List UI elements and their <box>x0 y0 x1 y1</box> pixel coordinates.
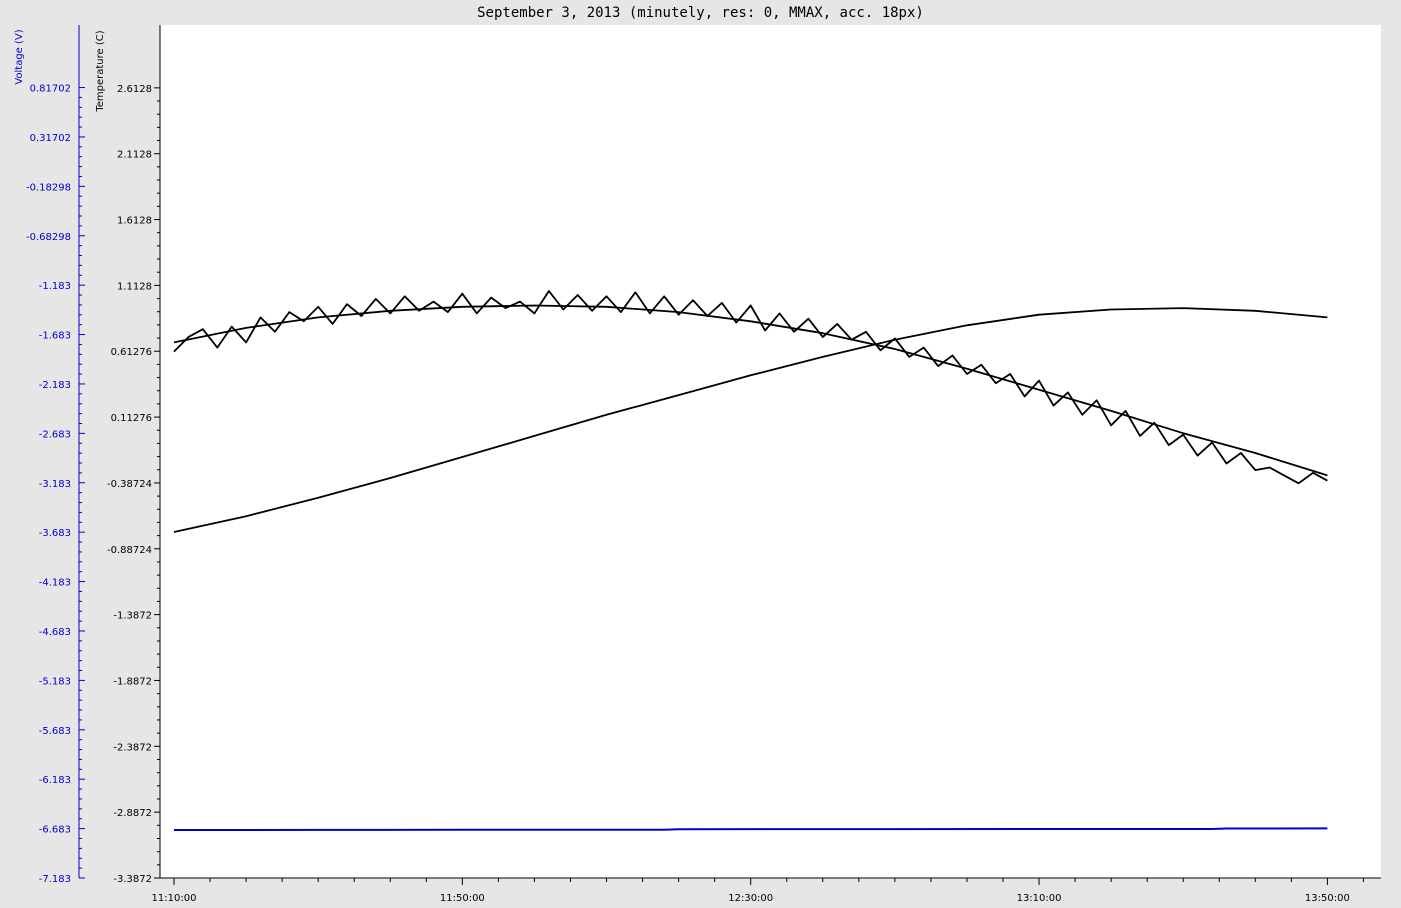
voltage-tick-label: -0.18298 <box>26 182 71 193</box>
voltage-tick-label: -0.68298 <box>26 232 71 243</box>
temperature-series-line-3 <box>173 290 1328 485</box>
voltage-tick-label: -2.183 <box>39 380 71 391</box>
voltage-tick-label: -5.183 <box>39 676 71 687</box>
voltage-axis-label: Voltage (V) <box>14 29 25 84</box>
chart-title: September 3, 2013 (minutely, res: 0, MMA… <box>477 5 924 21</box>
voltage-tick-label: -2.683 <box>39 429 71 440</box>
temperature-tick-label: 2.6128 <box>117 84 152 95</box>
plot-area <box>160 25 1381 878</box>
temperature-tick-label: 1.1128 <box>117 281 152 292</box>
x-axis: 11:10:00 11:50:00 12:30:00 13:10:00 13:50:00 <box>152 877 1381 904</box>
voltage-tick-label: 0.31702 <box>30 133 71 144</box>
voltage-tick-label: -1.183 <box>39 281 71 292</box>
temperature-series-line-1 <box>173 307 1328 533</box>
voltage-tick-label: -5.683 <box>39 726 71 737</box>
voltage-tick-label: -3.183 <box>39 479 71 490</box>
x-tick-label: 13:50:00 <box>1305 893 1350 904</box>
temperature-tick-label: -1.8872 <box>113 676 152 687</box>
temperature-tick-label: 0.11276 <box>111 413 152 424</box>
x-tick-label: 11:50:00 <box>440 893 485 904</box>
temperature-tick-label: -2.3872 <box>113 742 152 753</box>
temperature-tick-label: -2.8872 <box>113 808 152 819</box>
temperature-tick-label: 1.6128 <box>117 216 152 227</box>
voltage-tick-label: -6.183 <box>39 775 71 786</box>
series-layer <box>173 290 1328 831</box>
temperature-axis-label: Temperature (C) <box>95 30 106 112</box>
temperature-series-line-2 <box>173 304 1328 477</box>
voltage-tick-label: -4.183 <box>39 578 71 589</box>
temperature-tick-label: 0.61276 <box>111 347 152 358</box>
voltage-tick-label: 0.81702 <box>30 84 71 95</box>
x-tick-label: 11:10:00 <box>152 893 197 904</box>
temperature-tick-label: -1.3872 <box>113 611 152 622</box>
voltage-tick-label: -3.683 <box>39 528 71 539</box>
x-tick-label: 12:30:00 <box>728 893 773 904</box>
temperature-tick-label: -0.38724 <box>107 479 152 490</box>
voltage-tick-label: -7.183 <box>39 874 71 885</box>
voltage-tick-label: -4.683 <box>39 627 71 638</box>
voltage-series-line-4 <box>173 827 1328 831</box>
voltage-axis: 0.81702 0.31702 -0.18298 -0.68298 -1.183 -1.6… <box>26 25 85 885</box>
temperature-tick-label: 2.1128 <box>117 150 152 161</box>
voltage-tick-label: -1.683 <box>39 331 71 342</box>
x-tick-label: 13:10:00 <box>1017 893 1062 904</box>
voltage-tick-label: -6.683 <box>39 825 71 836</box>
temperature-tick-label: -3.3872 <box>113 874 152 885</box>
temperature-tick-label: -0.88724 <box>107 545 152 556</box>
temperature-axis: 2.6128 2.1128 1.6128 1.1128 0.61276 0.11276 -0… <box>107 25 161 885</box>
